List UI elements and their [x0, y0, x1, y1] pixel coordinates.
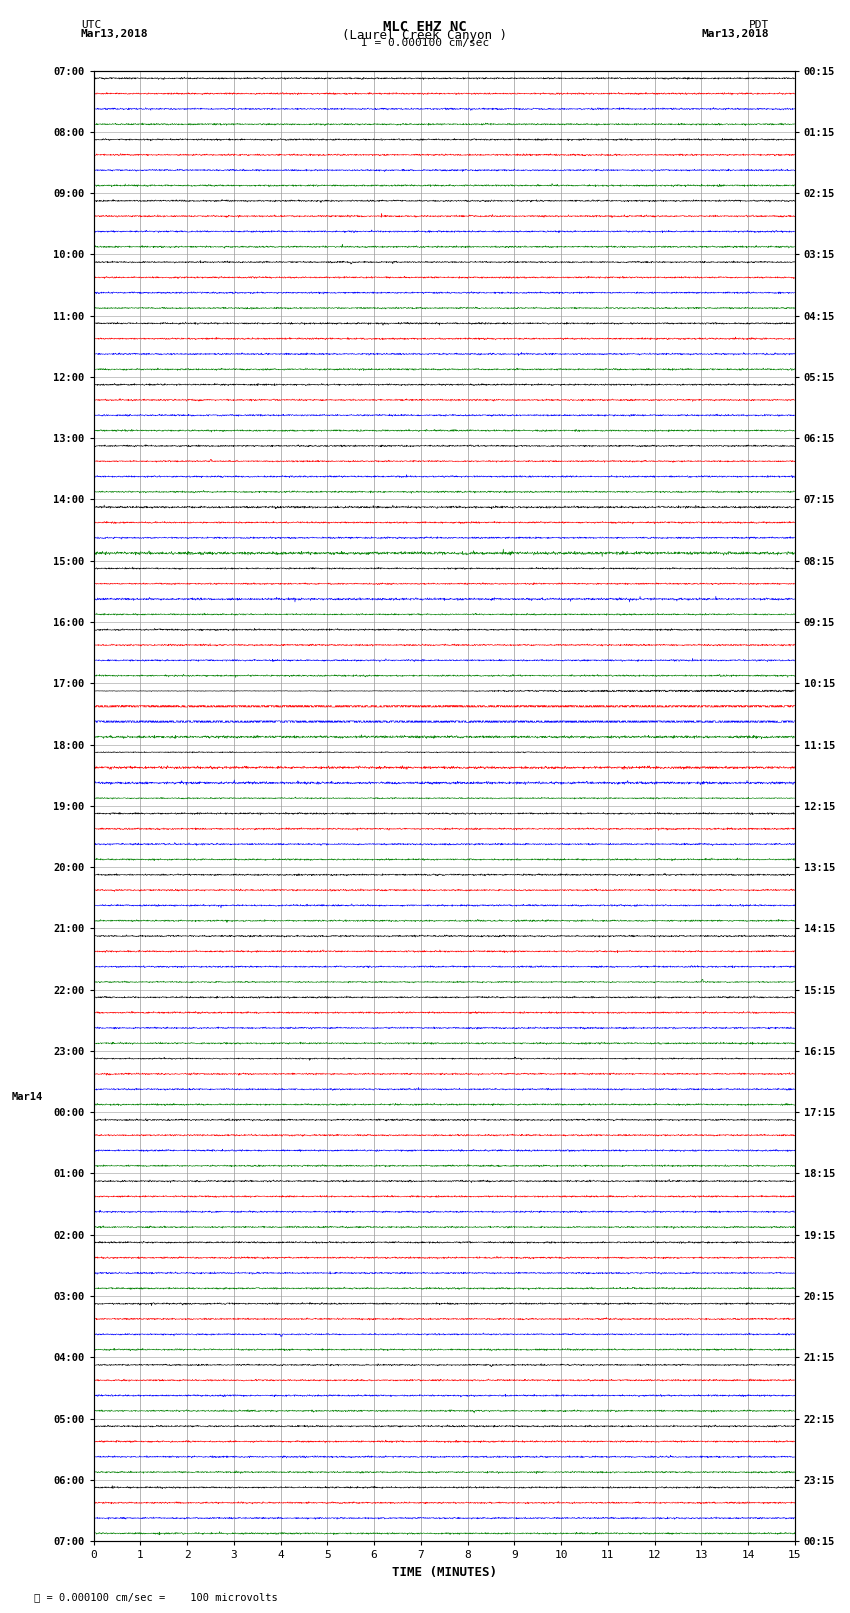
X-axis label: TIME (MINUTES): TIME (MINUTES)	[392, 1566, 496, 1579]
Text: UTC: UTC	[81, 19, 101, 31]
Text: Mar14: Mar14	[12, 1092, 43, 1102]
Text: I = 0.000100 cm/sec: I = 0.000100 cm/sec	[361, 37, 489, 48]
Text: PDT: PDT	[749, 19, 769, 31]
Text: Mar13,2018: Mar13,2018	[702, 29, 769, 39]
Text: Mar13,2018: Mar13,2018	[81, 29, 148, 39]
Text: MLC EHZ NC: MLC EHZ NC	[383, 19, 467, 34]
Text: (Laurel Creek Canyon ): (Laurel Creek Canyon )	[343, 29, 507, 42]
Text: ⎹ = 0.000100 cm/sec =    100 microvolts: ⎹ = 0.000100 cm/sec = 100 microvolts	[34, 1592, 278, 1602]
